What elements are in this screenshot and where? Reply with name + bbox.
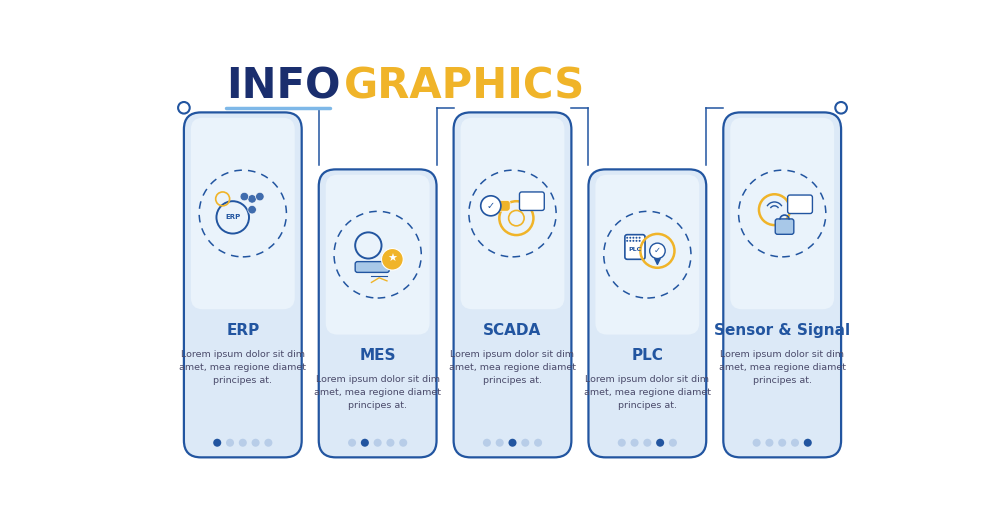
Circle shape — [639, 237, 641, 239]
FancyBboxPatch shape — [487, 200, 510, 211]
FancyBboxPatch shape — [730, 118, 834, 309]
Circle shape — [626, 237, 628, 239]
Circle shape — [631, 439, 639, 447]
FancyBboxPatch shape — [588, 169, 706, 458]
Circle shape — [804, 439, 812, 447]
Text: MES: MES — [359, 348, 396, 363]
FancyBboxPatch shape — [454, 113, 571, 458]
Text: ✓: ✓ — [654, 246, 661, 255]
Circle shape — [639, 240, 641, 242]
Text: GRAPHICS: GRAPHICS — [344, 66, 585, 108]
Circle shape — [264, 439, 272, 447]
Circle shape — [239, 439, 247, 447]
Circle shape — [791, 439, 799, 447]
FancyBboxPatch shape — [355, 261, 389, 272]
Text: ERP: ERP — [226, 323, 259, 338]
Circle shape — [256, 193, 264, 201]
Circle shape — [399, 439, 407, 447]
Circle shape — [226, 439, 234, 447]
Text: SCADA: SCADA — [483, 323, 542, 338]
Circle shape — [534, 439, 542, 447]
Text: Lorem ipsum dolor sit dim
amet, mea regione diamet
principes at.: Lorem ipsum dolor sit dim amet, mea regi… — [719, 350, 846, 385]
Circle shape — [778, 439, 786, 447]
FancyBboxPatch shape — [595, 175, 699, 335]
Circle shape — [240, 193, 249, 201]
Circle shape — [361, 439, 369, 447]
Circle shape — [753, 439, 761, 447]
Text: Lorem ipsum dolor sit dim
amet, mea regione diamet
principes at.: Lorem ipsum dolor sit dim amet, mea regi… — [179, 350, 306, 385]
Circle shape — [629, 237, 631, 239]
Text: Lorem ipsum dolor sit dim
amet, mea regione diamet
principes at.: Lorem ipsum dolor sit dim amet, mea regi… — [314, 376, 441, 410]
FancyBboxPatch shape — [775, 219, 794, 234]
FancyBboxPatch shape — [184, 113, 302, 458]
Circle shape — [650, 243, 665, 259]
Circle shape — [496, 439, 504, 447]
Circle shape — [508, 439, 517, 447]
Circle shape — [481, 196, 501, 216]
Circle shape — [521, 439, 529, 447]
Circle shape — [618, 439, 626, 447]
FancyBboxPatch shape — [191, 118, 295, 309]
FancyBboxPatch shape — [319, 169, 437, 458]
Text: Lorem ipsum dolor sit dim
amet, mea regione diamet
principes at.: Lorem ipsum dolor sit dim amet, mea regi… — [449, 350, 576, 385]
Text: PLC: PLC — [631, 348, 663, 363]
Circle shape — [483, 439, 491, 447]
FancyBboxPatch shape — [326, 175, 430, 335]
Circle shape — [635, 237, 638, 239]
Circle shape — [386, 439, 394, 447]
Circle shape — [635, 240, 638, 242]
FancyBboxPatch shape — [723, 113, 841, 458]
Text: Sensor & Signal: Sensor & Signal — [714, 323, 850, 338]
Text: ✓: ✓ — [487, 201, 495, 211]
Text: ★: ★ — [387, 254, 397, 264]
FancyBboxPatch shape — [625, 235, 645, 259]
Text: Lorem ipsum dolor sit dim
amet, mea regione diamet
principes at.: Lorem ipsum dolor sit dim amet, mea regi… — [584, 376, 711, 410]
FancyBboxPatch shape — [461, 118, 564, 309]
Circle shape — [348, 439, 356, 447]
Circle shape — [626, 240, 628, 242]
Circle shape — [374, 439, 382, 447]
Circle shape — [643, 439, 651, 447]
Text: PLC: PLC — [628, 247, 642, 252]
Circle shape — [669, 439, 677, 447]
Circle shape — [382, 248, 403, 270]
FancyBboxPatch shape — [788, 195, 812, 214]
Circle shape — [213, 439, 221, 447]
Circle shape — [248, 206, 256, 214]
Circle shape — [632, 240, 634, 242]
Circle shape — [248, 195, 256, 203]
Text: ERP: ERP — [225, 215, 240, 220]
Circle shape — [765, 439, 773, 447]
Circle shape — [632, 237, 634, 239]
Circle shape — [252, 439, 260, 447]
FancyBboxPatch shape — [519, 192, 544, 210]
Circle shape — [656, 439, 664, 447]
Circle shape — [629, 240, 631, 242]
Text: INFO: INFO — [226, 66, 340, 108]
